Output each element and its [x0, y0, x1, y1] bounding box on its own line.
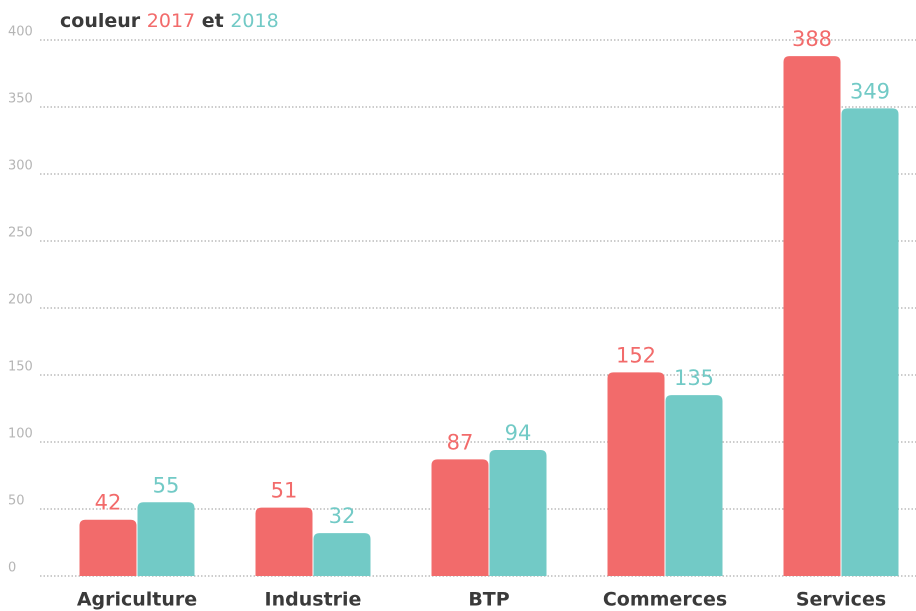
- value-label: 135: [674, 366, 714, 390]
- x-tick-label: Commerces: [603, 589, 727, 611]
- bar: [255, 507, 313, 576]
- y-tick-label: 50: [8, 494, 25, 509]
- bar: [489, 450, 547, 576]
- legend-entry: 2017: [146, 10, 196, 32]
- bar: [783, 56, 841, 576]
- legend-joiner: et: [201, 10, 224, 32]
- value-label: 152: [616, 343, 656, 367]
- y-tick-label: 0: [8, 561, 16, 576]
- x-tick-label: Services: [796, 589, 886, 611]
- x-tick-label: Industrie: [265, 589, 362, 611]
- bar: [79, 519, 137, 576]
- legend: couleur 2017 et 2018: [60, 10, 279, 32]
- value-label: 388: [792, 27, 832, 51]
- value-label: 55: [153, 473, 180, 497]
- x-tick-label: Agriculture: [77, 589, 197, 611]
- bar: [665, 395, 723, 576]
- value-label: 51: [271, 479, 298, 503]
- legend-prefix: couleur: [60, 10, 141, 32]
- y-tick-label: 400: [8, 25, 33, 40]
- bar: [137, 502, 195, 576]
- y-tick-label: 300: [8, 159, 33, 174]
- bar: [431, 459, 489, 576]
- bar: [607, 372, 665, 576]
- y-tick-label: 350: [8, 92, 33, 107]
- value-label: 32: [329, 504, 356, 528]
- y-tick-label: 200: [8, 293, 33, 308]
- y-tick-label: 150: [8, 360, 33, 375]
- value-label: 87: [447, 430, 474, 454]
- value-label: 94: [505, 421, 532, 445]
- y-tick-label: 250: [8, 226, 33, 241]
- value-label: 349: [850, 79, 890, 103]
- value-label: 42: [95, 491, 122, 515]
- legend-entry: 2018: [230, 10, 279, 32]
- bar: [313, 533, 371, 576]
- y-tick-label: 100: [8, 427, 33, 442]
- bar: [841, 108, 899, 576]
- x-tick-label: BTP: [468, 589, 509, 611]
